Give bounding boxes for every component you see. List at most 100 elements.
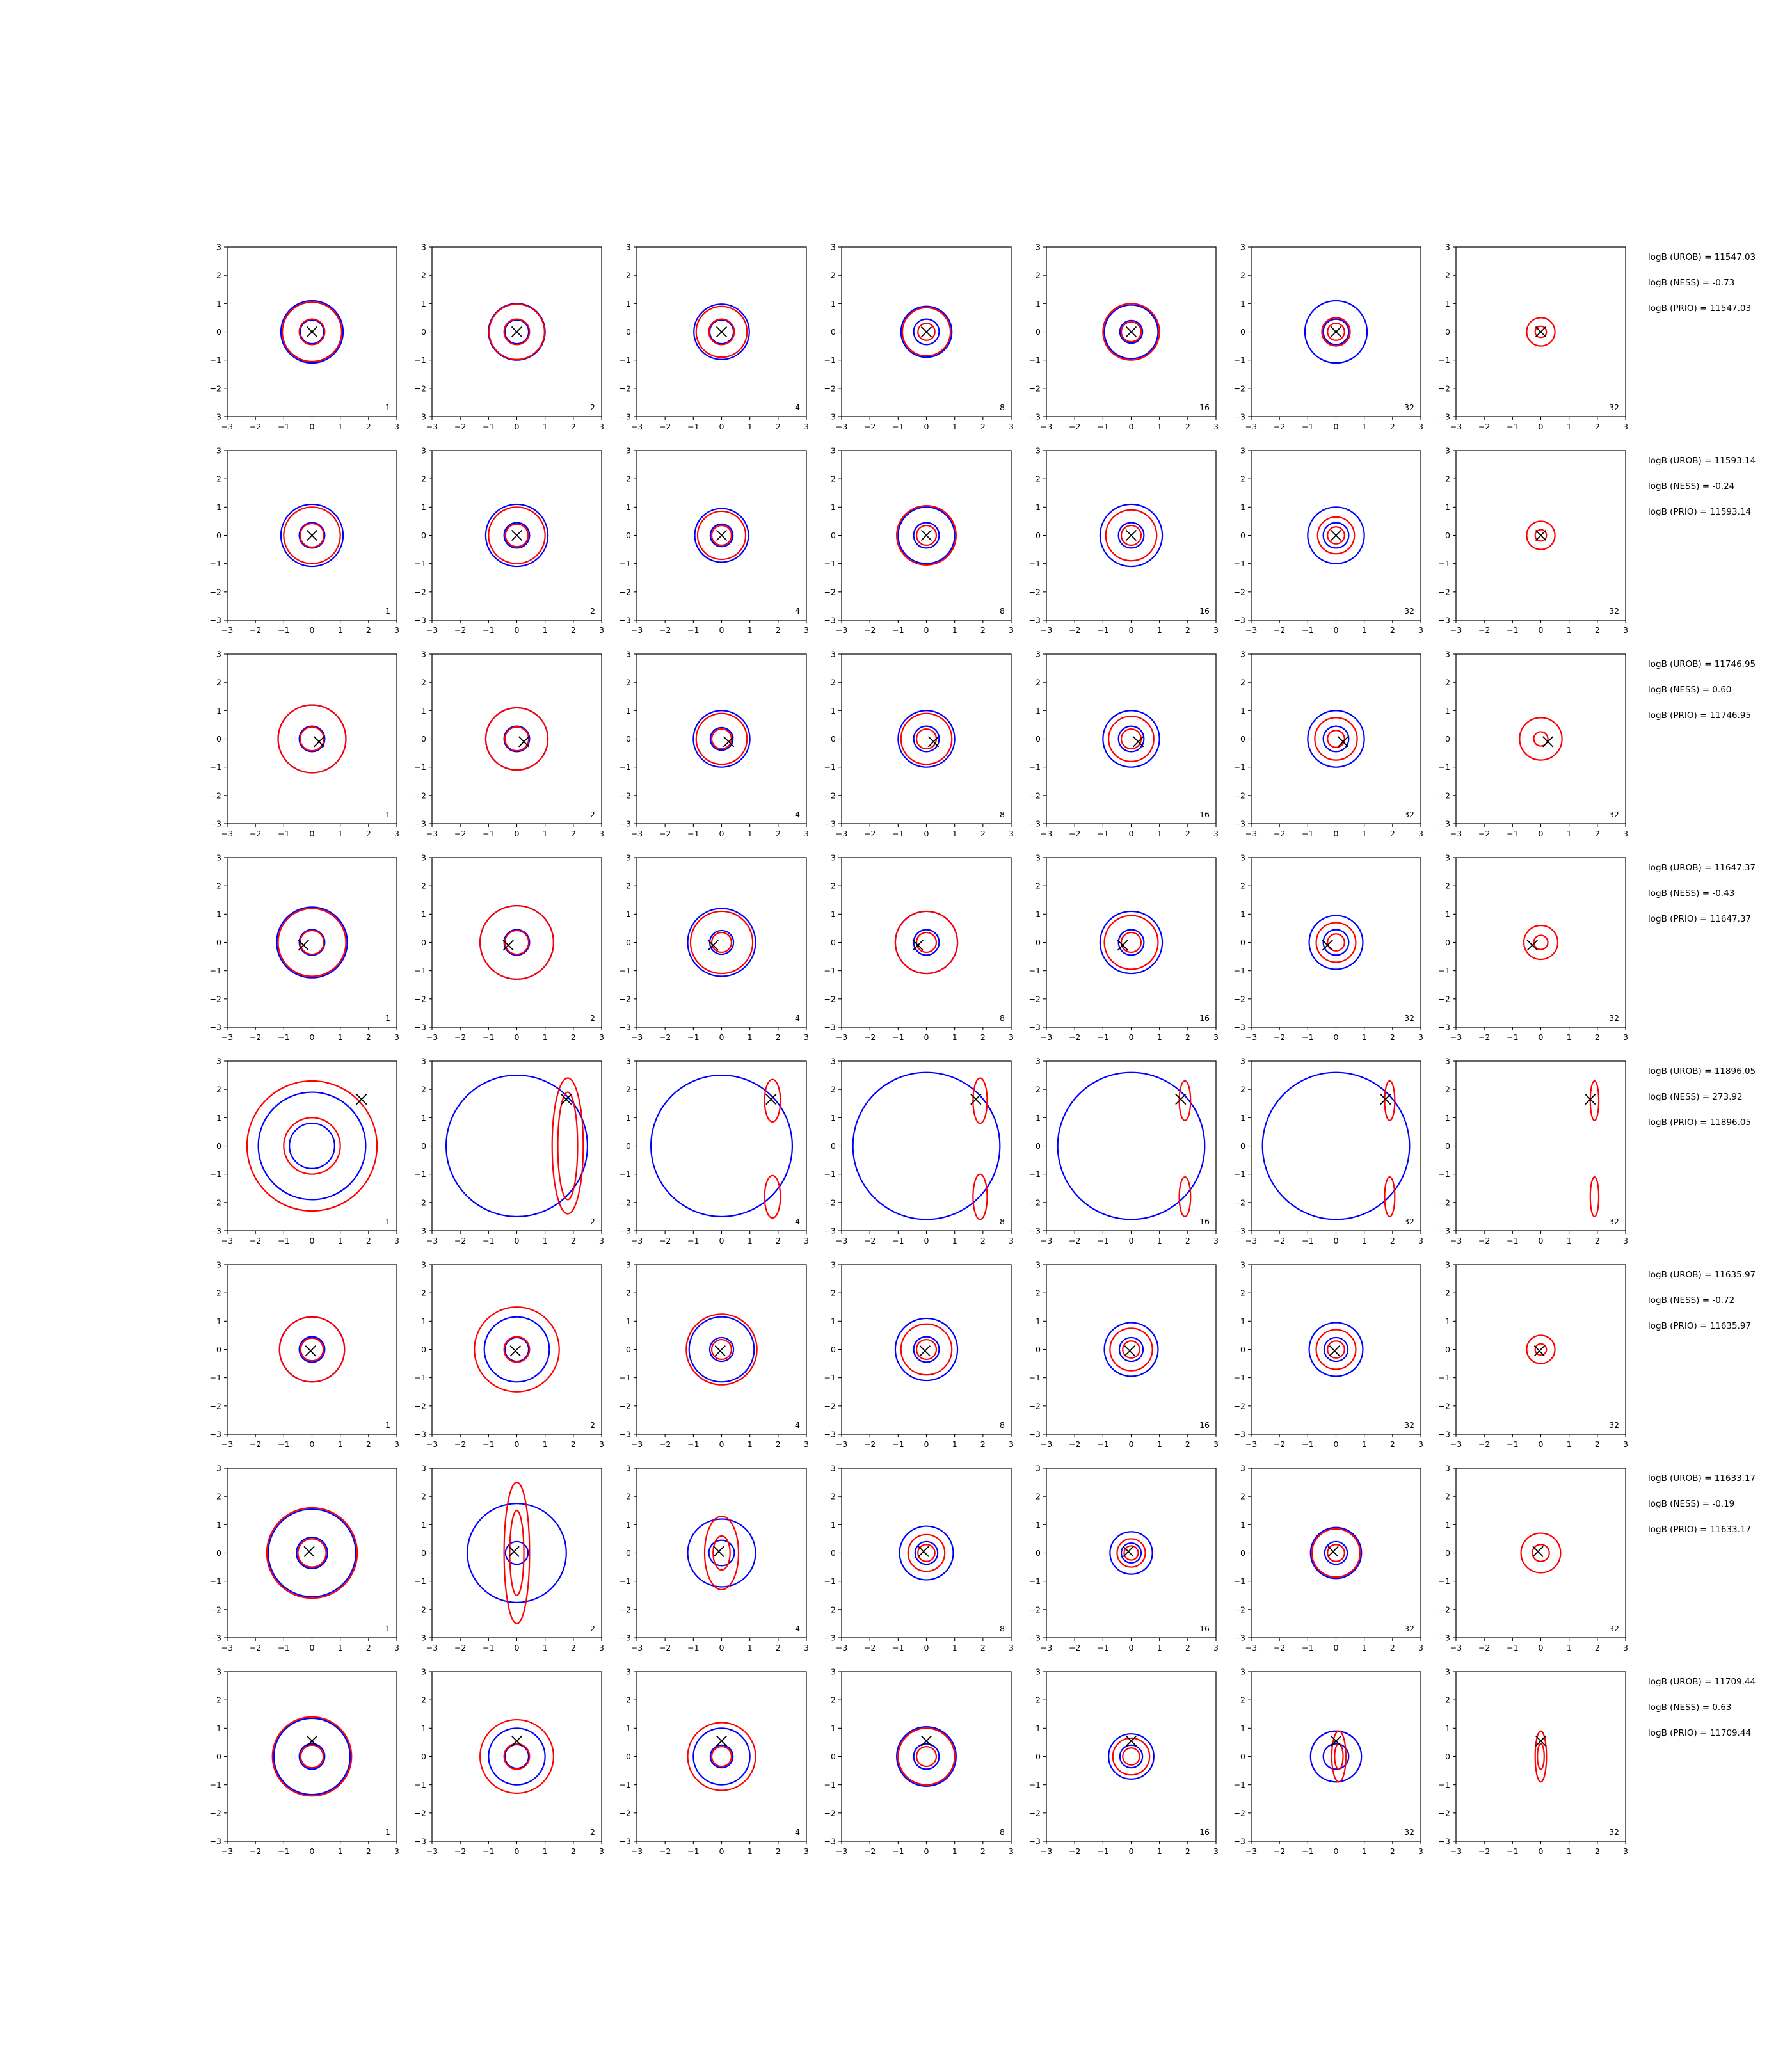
- x-tick-label: 3: [1623, 1439, 1628, 1449]
- x-tick-label: 1: [1157, 1236, 1162, 1245]
- y-tick-label: −1: [824, 1373, 836, 1382]
- x-tick-label: −3: [1450, 1032, 1462, 1042]
- y-tick-label: 0: [216, 1345, 221, 1354]
- red-contour: [685, 1313, 758, 1386]
- y-tick-label: 1: [216, 1520, 221, 1530]
- x-tick-label: 1: [543, 422, 548, 431]
- y-tick-label: −3: [824, 1430, 836, 1439]
- x-tick-label: 3: [394, 1846, 399, 1856]
- x-tick-label: 1: [952, 1236, 957, 1245]
- x-tick-label: 1: [952, 1846, 957, 1856]
- true-parameter-marker: [1329, 1345, 1340, 1357]
- x-tick-label: 2: [571, 1846, 576, 1856]
- red-contour: [708, 318, 735, 346]
- y-tick-label: 2: [216, 1695, 221, 1705]
- y-tick-label: 2: [1036, 881, 1041, 891]
- y-tick-label: 3: [1445, 243, 1450, 252]
- y-tick-label: −2: [1029, 994, 1041, 1004]
- true-parameter-marker: [303, 1546, 315, 1557]
- plot-area: [1309, 1730, 1363, 1783]
- red-contour: [484, 707, 549, 771]
- subplot-r4-c6: −3−3 −2 −2 −1 −1 0 0 1 1 2 2 3 3 32: [1234, 853, 1423, 1043]
- y-tick-label: 2: [1445, 1085, 1450, 1094]
- y-tick-label: −2: [1029, 1197, 1041, 1207]
- red-contour: [915, 524, 938, 547]
- y-tick-label: 1: [421, 909, 426, 919]
- y-tick-label: 3: [1240, 853, 1245, 863]
- y-tick-label: −3: [1234, 412, 1245, 422]
- red-contour: [1120, 321, 1142, 343]
- y-tick-label: 0: [626, 734, 631, 744]
- x-tick-label: −2: [864, 829, 876, 838]
- panel-corner-label: 4: [795, 1217, 800, 1226]
- x-tick-label: 2: [1390, 1236, 1395, 1245]
- y-tick-label: −3: [1234, 1226, 1245, 1236]
- true-parameter-marker: [1337, 736, 1349, 748]
- x-tick-label: −1: [1507, 1643, 1518, 1652]
- y-tick-label: −3: [1234, 1837, 1245, 1846]
- subplot-r7-c3: −3−3 −2 −2 −1 −1 0 0 1 1 2 2 3 3 4: [620, 1464, 809, 1653]
- y-tick-label: 1: [626, 1113, 631, 1123]
- subplot-r6-c7: −3−3 −2 −2 −1 −1 0 0 1 1 2 2 3 3 32: [1439, 1260, 1628, 1450]
- true-parameter-marker: [716, 529, 728, 541]
- y-tick-label: −2: [824, 1401, 836, 1411]
- true-parameter-marker: [713, 1546, 724, 1557]
- y-tick-label: −1: [824, 966, 836, 975]
- y-tick-label: −1: [415, 1780, 426, 1789]
- y-tick-label: 3: [1445, 1464, 1450, 1473]
- x-tick-label: −3: [1450, 1643, 1462, 1652]
- axes-frame: [636, 653, 807, 824]
- x-tick-label: −3: [836, 1846, 847, 1856]
- axes-frame: [227, 1468, 397, 1638]
- y-tick-label: −1: [210, 762, 221, 772]
- blue-contour: [1322, 522, 1350, 549]
- y-tick-label: 0: [1240, 734, 1245, 744]
- true-parameter-marker: [305, 1345, 316, 1357]
- subplot-r2-c6: −3−3 −2 −2 −1 −1 0 0 1 1 2 2 3 3 32: [1234, 446, 1423, 636]
- y-tick-label: 0: [1036, 531, 1041, 540]
- blue-contour: [1322, 725, 1350, 753]
- y-tick-label: 1: [421, 1113, 426, 1123]
- y-tick-label: 0: [1445, 734, 1450, 744]
- red-contour: [695, 712, 748, 765]
- y-tick-label: 0: [1240, 1345, 1245, 1354]
- y-tick-label: 1: [626, 1520, 631, 1530]
- x-tick-label: 0: [310, 1236, 315, 1245]
- subplot-r3-c3: −3−3 −2 −2 −1 −1 0 0 1 1 2 2 3 3 4: [620, 650, 809, 839]
- y-tick-label: 0: [1240, 938, 1245, 947]
- y-tick-label: 1: [831, 299, 836, 308]
- red-contour: [246, 1080, 378, 1212]
- x-tick-label: 3: [599, 1846, 604, 1856]
- true-parameter-marker: [918, 1546, 929, 1557]
- red-contour: [1321, 317, 1351, 347]
- x-tick-label: 3: [1213, 829, 1219, 838]
- true-parameter-marker: [1330, 326, 1342, 338]
- panel-corner-label: 16: [1199, 810, 1210, 819]
- x-tick-label: −3: [1041, 829, 1052, 838]
- logb-annotation: logB (PRIO) = 11635.97: [1648, 1321, 1751, 1331]
- x-tick-label: 2: [1185, 1236, 1190, 1245]
- subplot-r3-c7: −3−3 −2 −2 −1 −1 0 0 1 1 2 2 3 3 32: [1439, 650, 1628, 839]
- plot-area: [1099, 910, 1164, 975]
- y-tick-label: −1: [620, 559, 631, 568]
- y-tick-label: −2: [210, 1197, 221, 1207]
- red-contour: [972, 1173, 988, 1220]
- subplot-r3-c4: −3−3 −2 −2 −1 −1 0 0 1 1 2 2 3 3 8: [824, 650, 1014, 839]
- x-tick-label: −2: [454, 625, 466, 635]
- y-tick-label: −3: [620, 1837, 631, 1846]
- true-parameter-marker: [1585, 1093, 1596, 1105]
- y-tick-label: 2: [1445, 474, 1450, 484]
- red-contour: [703, 1515, 740, 1591]
- y-tick-label: 1: [831, 1113, 836, 1123]
- x-tick-label: 0: [1334, 1439, 1339, 1449]
- y-tick-label: 0: [216, 938, 221, 947]
- y-tick-label: −2: [415, 587, 426, 596]
- x-tick-label: −1: [1097, 1236, 1108, 1245]
- y-tick-label: 0: [626, 1141, 631, 1151]
- x-tick-label: 2: [366, 1846, 371, 1856]
- y-tick-label: −2: [210, 790, 221, 800]
- blue-contour: [1099, 503, 1164, 568]
